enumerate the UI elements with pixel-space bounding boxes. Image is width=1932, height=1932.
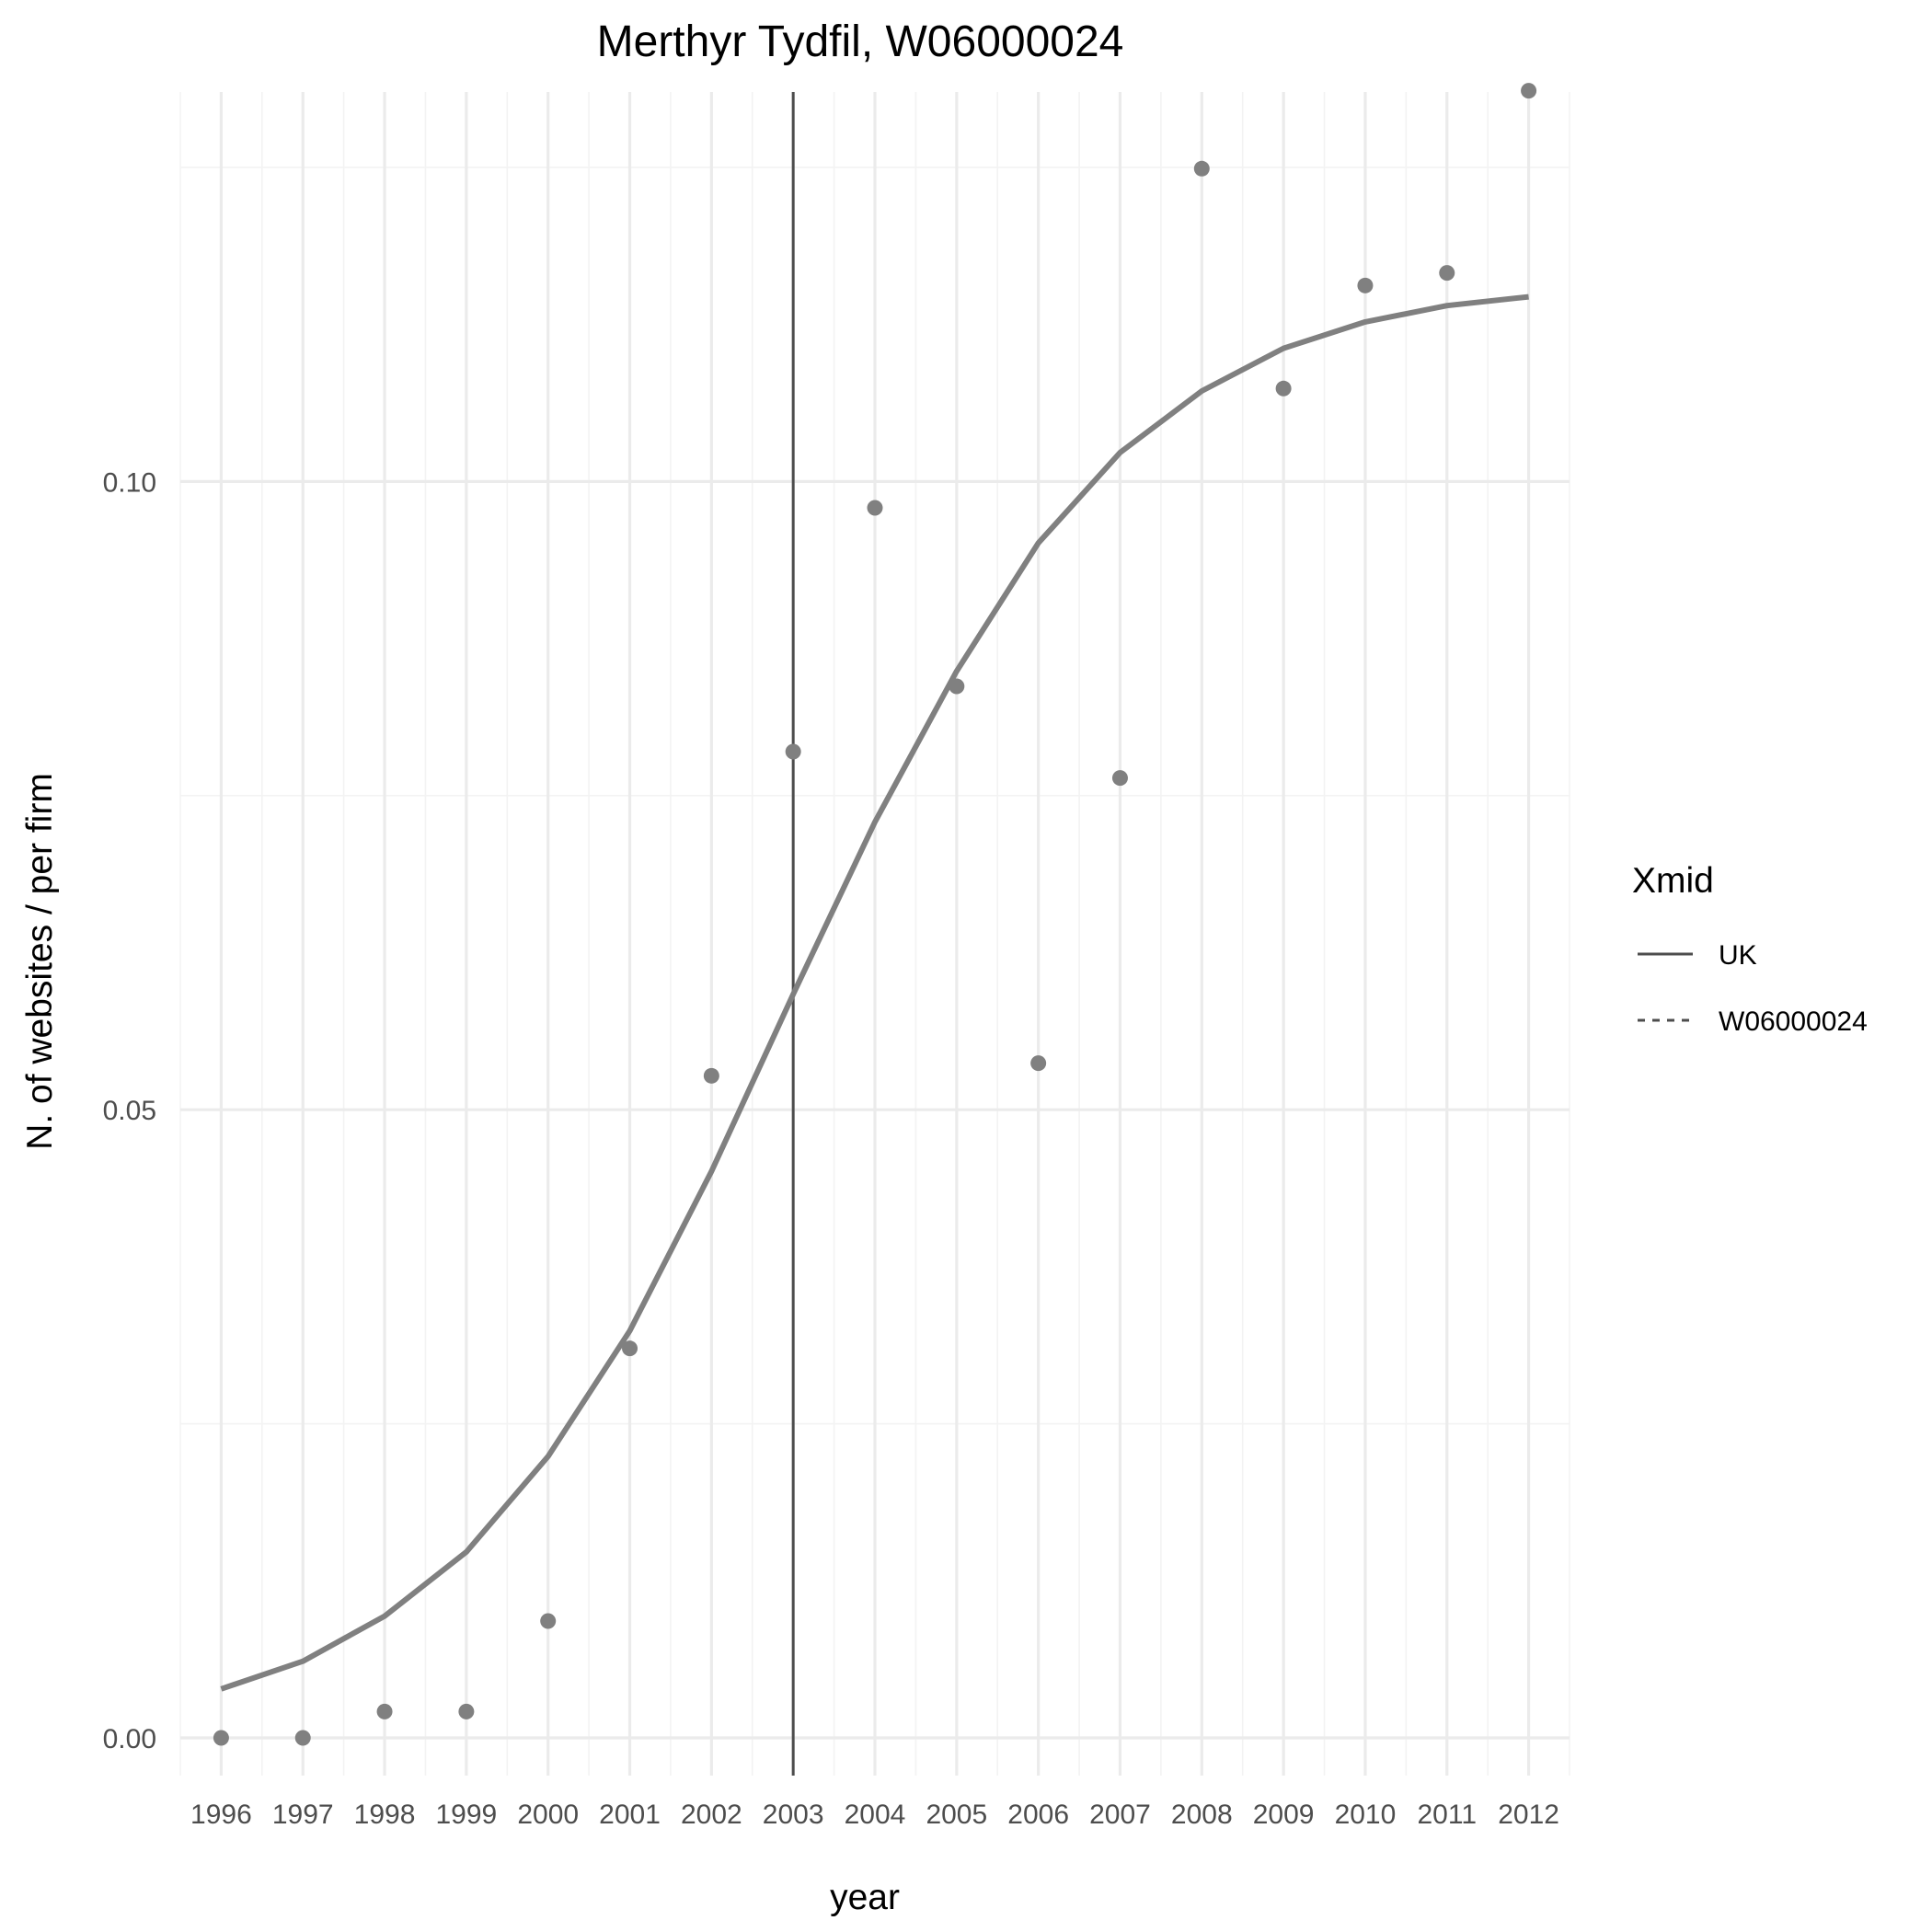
- x-tick-label: 2009: [1253, 1800, 1315, 1830]
- legend-title: Xmid: [1632, 861, 1714, 901]
- y-axis-title: N. of websites / per firm: [20, 773, 60, 1150]
- legend: Xmid UK W06000024: [1632, 861, 1868, 1037]
- grid: [179, 92, 1570, 1776]
- x-tick-label: 2007: [1089, 1800, 1151, 1830]
- data-point-2009: [1275, 380, 1292, 397]
- x-tick-label: 2006: [1007, 1800, 1069, 1830]
- x-tick-label: 2008: [1171, 1800, 1233, 1830]
- data-point-2007: [1111, 770, 1128, 787]
- series-layer: [213, 83, 1537, 1746]
- data-point-1998: [376, 1703, 393, 1719]
- data-point-2005: [949, 678, 965, 695]
- data-point-2002: [703, 1067, 719, 1084]
- data-point-1997: [294, 1730, 311, 1746]
- x-tick-label: 1999: [436, 1800, 498, 1830]
- x-tick-label: 2012: [1498, 1800, 1559, 1830]
- ticks-layer: 1996 1997 1998 1999 2000 2001 2002 2003 2004 2005…: [103, 467, 1559, 1830]
- x-tick-label: 1998: [354, 1800, 416, 1830]
- data-point-1996: [213, 1730, 229, 1746]
- x-tick-label: 2011: [1418, 1800, 1478, 1830]
- x-tick-label: 2001: [599, 1800, 661, 1830]
- x-tick-label: 1997: [272, 1800, 334, 1830]
- x-tick-label: 2005: [926, 1800, 987, 1830]
- x-tick-label: 2000: [517, 1800, 579, 1830]
- x-tick-label: 1996: [190, 1800, 252, 1830]
- x-tick-label: 2003: [763, 1800, 824, 1830]
- data-point-2000: [540, 1613, 557, 1629]
- legend-label-w06000024: W06000024: [1719, 1006, 1868, 1037]
- y-tick-label: 0.05: [103, 1096, 156, 1126]
- data-point-2006: [1030, 1055, 1047, 1072]
- data-point-2010: [1357, 277, 1374, 293]
- legend-label-uk: UK: [1719, 940, 1757, 971]
- y-tick-label: 0.00: [103, 1724, 156, 1754]
- data-point-1999: [458, 1703, 475, 1719]
- x-tick-label: 2004: [845, 1800, 906, 1830]
- data-point-2003: [785, 743, 801, 760]
- chart-title: Merthyr Tydfil, W06000024: [597, 17, 1124, 66]
- x-axis-title: year: [830, 1878, 900, 1917]
- y-tick-label: 0.10: [103, 467, 156, 498]
- data-point-2001: [622, 1340, 638, 1357]
- x-tick-label: 2010: [1335, 1800, 1397, 1830]
- data-point-2004: [867, 500, 883, 516]
- x-tick-label: 2002: [681, 1800, 742, 1830]
- data-point-2011: [1439, 265, 1455, 282]
- data-point-2008: [1193, 160, 1210, 177]
- data-point-2012: [1521, 83, 1537, 99]
- series-line-uk: [220, 293, 1529, 1692]
